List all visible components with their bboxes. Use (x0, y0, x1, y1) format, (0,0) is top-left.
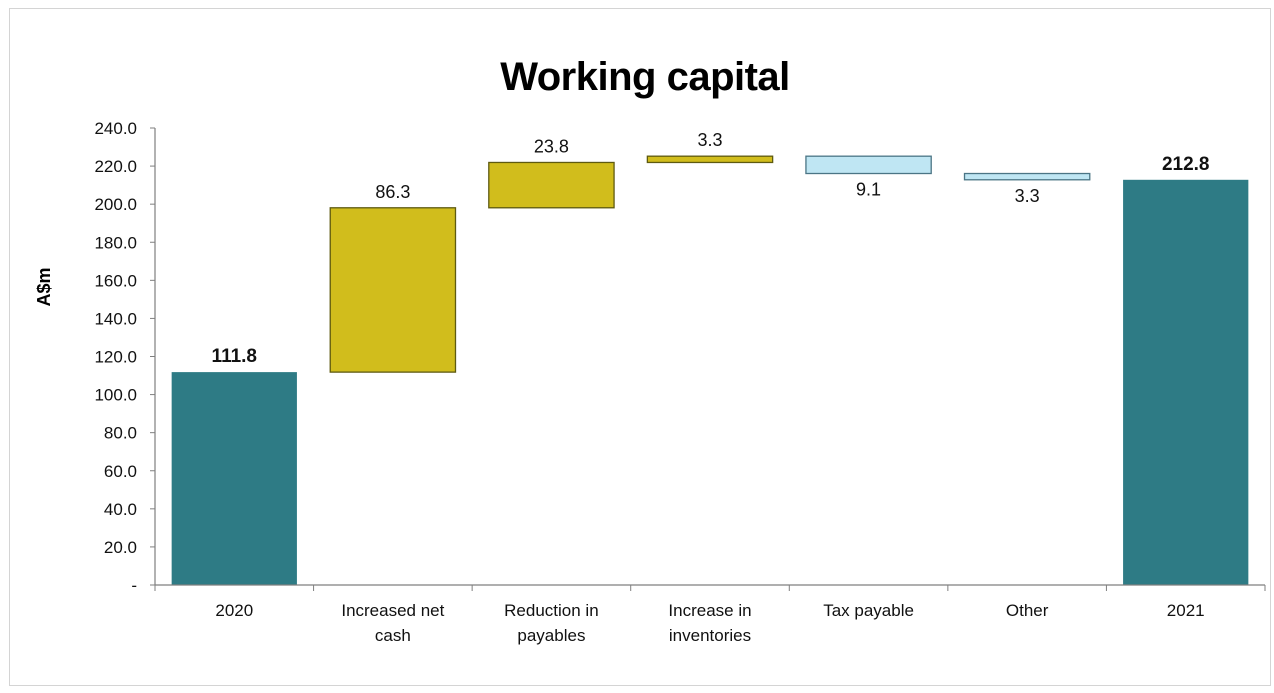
x-tick-label: Increased net (341, 601, 444, 620)
y-tick-label: 180.0 (94, 233, 137, 252)
data-label: 86.3 (375, 182, 410, 202)
x-tick-label: inventories (669, 626, 751, 645)
y-tick-label: 40.0 (104, 500, 137, 519)
chart-title: Working capital (500, 55, 790, 99)
data-label: 23.8 (534, 136, 569, 156)
y-tick-label: 100.0 (94, 386, 137, 405)
x-tick-label: cash (375, 626, 411, 645)
y-tick-label: 240.0 (94, 119, 137, 138)
x-tick-label: Increase in (668, 601, 751, 620)
bar-total (1123, 179, 1249, 585)
axes (154, 128, 1266, 591)
bar-decrease (805, 155, 932, 175)
x-tick-label: 2020 (215, 601, 253, 620)
data-labels: 111.8 86.3 23.8 3.3 9.1 3.3 212.8 (212, 130, 1210, 367)
data-label: 3.3 (697, 130, 722, 150)
y-axis-label: A$m (34, 267, 54, 306)
y-tick-label: 80.0 (104, 424, 137, 443)
data-label: 9.1 (856, 180, 881, 200)
y-tick-label: 120.0 (94, 348, 137, 367)
x-tick-label: Other (1006, 601, 1049, 620)
bar-total (171, 372, 297, 585)
y-tick-label: 20.0 (104, 538, 137, 557)
bar-increase (329, 207, 457, 373)
y-tick-label: 60.0 (104, 462, 137, 481)
y-tick-label: 200.0 (94, 195, 137, 214)
bars (171, 155, 1249, 585)
data-label: 111.8 (212, 346, 257, 367)
bar-increase (646, 155, 774, 164)
y-tick-label: 140.0 (94, 309, 137, 328)
y-tick-label: - (131, 576, 137, 595)
x-tick-label: payables (517, 626, 585, 645)
y-axis-ticks: - 20.0 40.0 60.0 80.0 100.0 120.0 140.0 160.0 180… (94, 119, 155, 595)
x-tick-label: Reduction in (504, 601, 599, 620)
data-label: 212.8 (1162, 154, 1210, 175)
data-label: 3.3 (1015, 186, 1040, 206)
y-tick-label: 160.0 (94, 271, 137, 290)
y-tick-label: 220.0 (94, 157, 137, 176)
x-axis-ticks: 2020 Increased net cash Reduction in payable… (215, 601, 1204, 645)
bar-decrease (963, 172, 1091, 181)
x-tick-label: 2021 (1167, 601, 1205, 620)
bar-increase (488, 161, 615, 209)
x-tick-label: Tax payable (823, 601, 914, 620)
